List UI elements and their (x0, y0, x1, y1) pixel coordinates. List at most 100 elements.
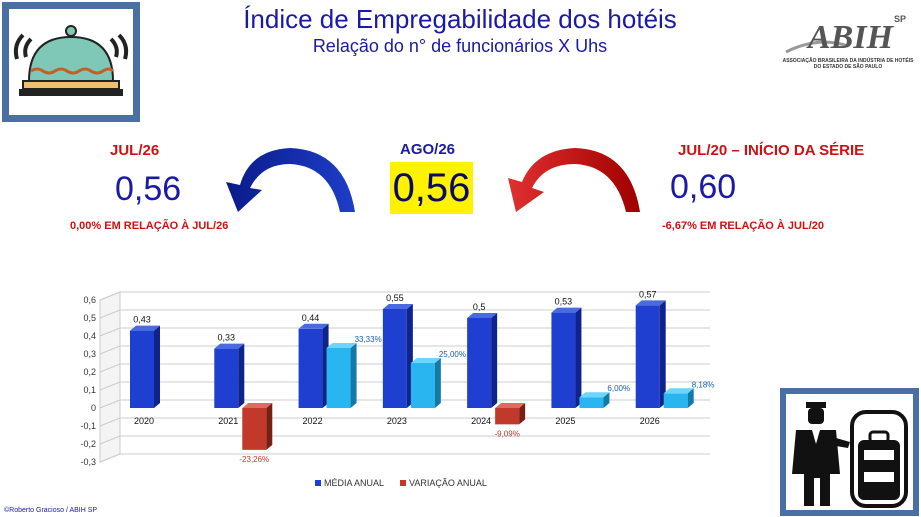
bar-variacao-2022 (326, 343, 357, 408)
y-tick-label: 0 (91, 403, 96, 413)
credit-text: ©Roberto Gracioso / ABIH SP (4, 507, 98, 514)
bar-variacao-2025-top (579, 392, 610, 398)
bar-variacao-2023-front (410, 363, 435, 408)
chart-side-wall (99, 291, 121, 463)
bar-variacao-2025 (579, 392, 610, 408)
grid-line-diag (99, 327, 121, 337)
bar-media-2024-side (491, 313, 498, 408)
x-tick-label: 2026 (640, 416, 660, 426)
bar-media-2023-top (382, 304, 413, 309)
kpi-left-value: 0,56 (115, 170, 182, 208)
y-tick-label: -0,2 (80, 439, 96, 449)
data-label-variacao: 25,00% (439, 350, 466, 359)
bar-media-2024-top (467, 313, 498, 318)
bar-media-2020-side (154, 325, 160, 408)
arrows-layer (226, 148, 640, 212)
bar-media-2021-front (214, 348, 239, 408)
bar-media-2022-top (298, 323, 329, 329)
bellboy-luggage-icon-box (780, 388, 919, 516)
bar-variacao-2021-top (242, 403, 273, 408)
y-tick-label: 0,5 (83, 313, 96, 323)
bar-variacao-2024 (495, 403, 526, 425)
bar-media-2025-front (551, 312, 576, 408)
kpi-left-label: JUL/26 (110, 142, 160, 159)
grid-line-diag (99, 345, 121, 355)
data-label-media: 0,5 (473, 302, 486, 312)
bar-media-2026-front (635, 305, 660, 408)
logo-caption: ASSOCIAÇÃO BRASILEIRA DA INDÚSTRIA DE HO… (782, 58, 914, 70)
y-tick-label: 0,3 (83, 349, 96, 359)
bar-media-2026-side (659, 300, 666, 408)
kpi-middle-value: 0,56 (390, 162, 473, 214)
data-label-media: 0,33 (218, 333, 236, 343)
bar-variacao-2026-side (687, 388, 694, 408)
bar-variacao-2021-front (242, 408, 267, 450)
kpi-left-note: 0,00% EM RELAÇÃO À JUL/26 (70, 220, 229, 232)
bar-media-2022 (298, 323, 329, 408)
bar-media-2025-top (551, 307, 582, 313)
data-label-media: 0,55 (386, 293, 404, 303)
data-label-media: 0,43 (133, 315, 151, 325)
bar-media-2020 (130, 325, 160, 408)
data-label-media: 0,44 (302, 313, 320, 323)
y-tick-label: -0,3 (80, 457, 96, 467)
bar-variacao-2026-top (663, 388, 694, 394)
grid-line-diag (99, 453, 121, 463)
bar-media-2024-front (467, 318, 492, 408)
bar-media-2025-side (575, 307, 582, 408)
grid-line-diag (99, 435, 121, 445)
grid-line-diag (99, 417, 121, 427)
legend-label-media: MÉDIA ANUAL (324, 478, 384, 488)
curved-arrow-left-icon (226, 148, 355, 212)
y-tick-label: 0,4 (83, 331, 96, 341)
logo-mark: ABIH (806, 19, 895, 56)
y-tick-label: -0,1 (80, 421, 96, 431)
data-label-variacao: 8,18% (692, 380, 715, 389)
abih-logo: ABIH SP (778, 8, 918, 88)
bar-variacao-2025-side (603, 392, 610, 408)
bar-variacao-2024-side (519, 403, 526, 425)
kpi-right-note: -6,67% EM RELAÇÃO À JUL/20 (662, 220, 824, 232)
bar-media-2021-top (214, 343, 245, 349)
legend-swatch-variacao (400, 480, 406, 486)
bar-media-2021 (214, 343, 245, 408)
bar-variacao-2021 (242, 403, 273, 450)
chart-legend: MÉDIA ANUAL VARIAÇÃO ANUAL (315, 478, 487, 488)
curved-arrow-left-red-icon (508, 148, 640, 212)
chart-labels: 0,43 2020 0,33 -23,26% 2021 0,44 33,33% 2022 0,5… (133, 289, 714, 463)
grid-line-diag (99, 291, 121, 301)
food-cloche-icon-box (2, 2, 140, 122)
legend-label-variacao: VARIAÇÃO ANUAL (409, 478, 487, 488)
bar-variacao-2024-top (495, 403, 526, 408)
grid-line-diag (99, 381, 121, 391)
bar-media-2023 (382, 304, 413, 408)
grid-line-diag (99, 399, 121, 409)
kpi-right-label: JUL/20 – INÍCIO DA SÉRIE (678, 142, 865, 159)
bar-chart: -0,3 -0,2 -0,1 0 0,1 0,2 0,3 0,4 0,5 0,6 0,43 2020… (80, 289, 714, 488)
page-title: Índice de Empregabilidade dos hotéis (243, 4, 677, 34)
bellboy-luggage-icon (792, 402, 908, 508)
chart-bars (130, 300, 694, 450)
y-tick-label: 0,6 (83, 295, 96, 305)
bar-variacao-2023-side (434, 358, 441, 408)
bar-media-2020-front (130, 330, 154, 408)
x-tick-label: 2025 (555, 416, 575, 426)
bar-media-2023-front (382, 309, 407, 408)
y-tick-label: 0,2 (83, 367, 96, 377)
data-label-variacao: 6,00% (607, 384, 630, 393)
bar-media-2026-top (635, 300, 666, 306)
bar-variacao-2022-top (326, 343, 357, 349)
data-label-variacao: -23,26% (239, 455, 269, 464)
bar-variacao-2022-side (350, 343, 357, 408)
legend-swatch-media (315, 480, 321, 486)
data-label-media: 0,57 (639, 289, 657, 299)
kpi-right-value: 0,60 (670, 168, 737, 206)
bar-variacao-2021-side (266, 403, 273, 450)
x-tick-label: 2024 (471, 416, 491, 426)
bar-variacao-2025-front (579, 397, 604, 408)
x-tick-label: 2021 (218, 416, 238, 426)
x-tick-label: 2023 (387, 416, 407, 426)
bar-media-2020-top (130, 325, 160, 331)
data-label-variacao: 33,33% (355, 335, 382, 344)
bar-media-2025 (551, 307, 582, 408)
